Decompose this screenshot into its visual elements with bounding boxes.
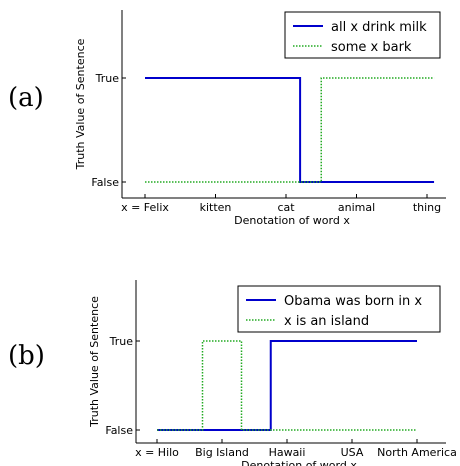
- series-line-1: [157, 340, 417, 431]
- legend: all x drink milk some x bark: [284, 11, 441, 59]
- x-tick-label: Big Island: [195, 446, 249, 459]
- x-tick-label: thing: [413, 201, 441, 214]
- y-axis-label: Truth Value of Sentence: [74, 38, 87, 170]
- legend-entry: all x drink milk: [331, 20, 427, 35]
- x-axis-label: Denotation of word x: [241, 459, 357, 466]
- x-tick-label: North America: [377, 446, 457, 459]
- y-tick-label: True: [109, 335, 134, 348]
- x-tick-label: x = Felix: [121, 201, 169, 214]
- chart-panel-a: (a) x = Felix kitten cat animal thing False Tru…: [8, 10, 446, 227]
- y-tick-label: True: [95, 72, 120, 85]
- x-tick-label: USA: [341, 446, 364, 459]
- panel-label: (b): [8, 341, 45, 371]
- series-line-1: [145, 77, 435, 183]
- legend: Obama was born in x x is an island: [237, 285, 441, 333]
- x-tick-label: kitten: [200, 201, 232, 214]
- y-tick-label: False: [105, 424, 133, 437]
- legend-box: [284, 11, 441, 59]
- series-line-2: [145, 77, 435, 183]
- x-tick-label: cat: [277, 201, 295, 214]
- legend-entry: Obama was born in x: [284, 294, 422, 309]
- y-axis-label: Truth Value of Sentence: [88, 296, 101, 428]
- x-tick-label: Hawaii: [269, 446, 306, 459]
- legend-entry: some x bark: [331, 40, 412, 55]
- y-tick-label: False: [91, 176, 119, 189]
- legend-box: [237, 285, 441, 333]
- panel-label: (a): [8, 83, 44, 113]
- legend-entry: x is an island: [284, 314, 369, 329]
- x-tick-label: x = Hilo: [135, 446, 179, 459]
- chart-panel-b: (b) x = Hilo Big Island Hawaii USA North Amer…: [8, 280, 457, 466]
- x-tick-label: animal: [338, 201, 375, 214]
- x-axis-label: Denotation of word x: [234, 214, 350, 227]
- series-line-2: [157, 340, 417, 431]
